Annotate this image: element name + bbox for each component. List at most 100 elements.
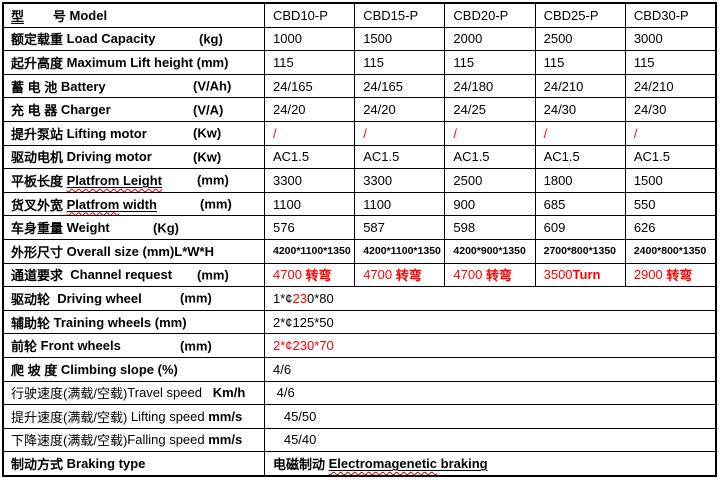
text-segment: 3300 [363,172,393,188]
text-segment: AC1.5 [543,149,580,165]
table-row-load-capacity: 额定载重 Load Capacity (kg) 1000 1500 2000 2500 30… [4,27,715,52]
value-cell: 2700*800*1350 [536,239,626,263]
text-segment: 2*¢230*70 [273,338,334,354]
value-cell: 24/30 [536,98,626,121]
text-segment: 2500 [453,172,483,188]
text-segment: Weight [66,220,110,236]
row-label-training-wheels: 辅助轮 Training wheels (mm) [4,310,265,334]
text-segment: Platfrom Leight [67,173,162,188]
value-cell: 115 [265,51,356,74]
text-segment: 下降速度(满载/空载) [11,433,128,449]
text-segment: 0*80 [307,290,334,306]
table-row-lifting-speed: 提升速度(满载/空载) Lifting speed mm/s 45/50 [4,405,715,429]
text-segment: 4700 [453,267,486,283]
text-segment: Training wheels (mm) [53,314,187,330]
text-segment: 额定载重 [11,32,67,48]
misspelling-wavy-underline: Electromagenetic [328,456,437,472]
value-cell: 3000 [626,28,715,51]
text-segment: 通道要求 [11,268,71,284]
text-segment: 4/6 [273,385,295,401]
text-segment: 提升速度(满载/空载) [11,409,131,425]
text-segment: CBD25-P [543,7,599,23]
value-cell: 685 [536,192,626,216]
row-label-weight: 车身重量 Weight (Kg) [4,216,265,239]
value-cell: / [265,121,356,145]
text-segment: Travel speed [127,385,213,401]
value-cell: CBD30-P [626,4,715,27]
value-cell: AC1.5 [445,145,536,169]
text-segment: (mm) [180,338,212,354]
text-segment: 4700 [363,267,396,283]
text-segment: 115 [453,54,475,70]
value-cell: 4200*1100*1350 [265,239,356,263]
value-cell: 4200*1100*1350 [355,239,446,263]
text-segment: 1000 [273,31,302,47]
row-label-lifting-motor: 提升泵站 Lifting motor (Kw) [4,121,265,145]
row-label-front-wheels: 前轮 Front wheels (mm) [4,334,265,357]
text-segment: (mm) [180,290,212,306]
text-segment: 辅助轮 [11,315,54,331]
value-cell: 电磁制动 Electromagenetic braking [265,452,715,475]
value-cell: 4700 转弯 [445,263,536,287]
text-segment: CBD20-P [453,7,509,23]
text-segment: 行驶速度(满载/空载) [11,386,128,402]
value-cell: 626 [626,216,715,239]
table-row-driving-wheel: 驱动轮 Driving wheel (mm) 1*¢ 23 0*80 [4,287,715,311]
text-segment: Load Capacity [66,31,156,47]
text-segment: 平板长度 [11,173,67,189]
table-row-charger: 充 电 器 Charger (V/A) 24/20 24/20 24/25 24/30 24… [4,98,715,122]
text-segment: 3500 [543,267,573,283]
text-segment: 550 [633,196,656,212]
value-cell: 24/210 [626,75,715,98]
text-segment: / [453,125,458,141]
text-segment: 45/50 [273,408,317,424]
text-segment: 4200*1100*1350 [273,245,351,258]
table-row-max-lift-height: 起升高度 Maximum Lift height (mm) 115 115 115 11… [4,51,715,75]
text-segment: 号 [24,8,70,24]
value-cell: 45/40 [265,429,715,452]
value-cell: 115 [445,51,536,74]
text-segment: Front wheels [40,338,121,354]
value-cell: 24/20 [265,98,356,121]
text-segment: (Kg) [153,220,179,236]
value-cell: 4/6 [265,382,715,405]
text-segment: Lifting motor [66,125,147,141]
text-segment: Climbing slope (%) [60,361,178,377]
value-cell: CBD10-P [265,4,356,27]
text-segment: Turn [572,267,601,283]
text-segment: 24/165 [363,78,403,94]
value-cell: 3500 Turn [536,263,626,287]
value-cell: 3300 [355,169,446,192]
value-cell: 4/6 [265,358,715,381]
text-segment: Falling speed [127,432,209,448]
text-segment: 115 [633,54,655,70]
text-segment: 4700 [273,267,306,283]
text-segment: 1500 [633,172,663,188]
text-segment: 型 [11,8,25,24]
text-segment: 2*¢125*50 [273,314,334,330]
text-segment: (mm) [197,172,229,188]
value-cell: 4700 转弯 [355,263,446,287]
row-label-braking-type: 制动方式 Braking type [4,452,265,475]
text-segment: 24/20 [363,102,396,118]
text-segment: 45/40 [273,432,317,448]
value-cell: 587 [355,216,446,239]
text-segment: 提升泵站 [11,126,67,142]
text-segment: 爬 坡 度 [11,362,61,378]
text-segment: 货叉外宽 [11,197,67,213]
value-cell: CBD20-P [445,4,536,27]
value-cell: 1500 [355,27,446,51]
value-cell: 115 [626,51,715,74]
value-cell: 24/165 [265,74,356,98]
text-segment: 4/6 [273,361,292,377]
value-cell: AC1.5 [355,145,446,169]
text-segment: 2000 [453,31,483,47]
row-label-channel-request: 通道要求 Channel request (mm) [4,263,265,287]
text-segment: 24/210 [633,78,674,94]
text-segment: 24/30 [543,102,577,118]
text-segment: 24/30 [633,102,667,118]
value-cell: 2500 [536,27,626,51]
text-segment: Battery [60,78,106,94]
text-segment: 115 [363,54,384,70]
value-cell: 45/50 [265,405,715,428]
